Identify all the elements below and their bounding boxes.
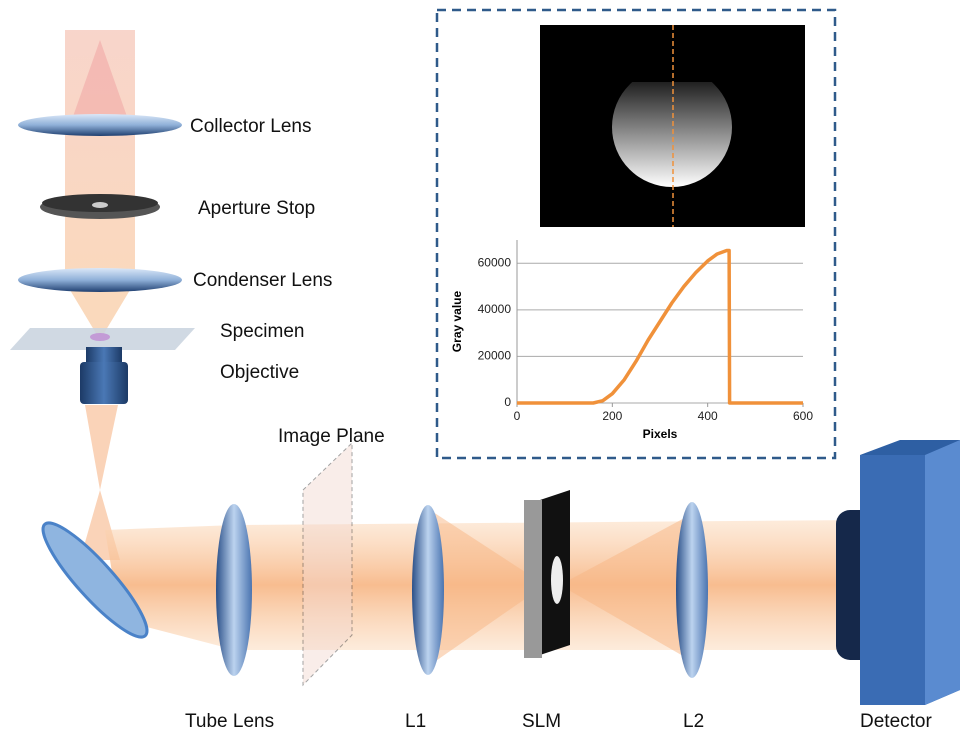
label: L1 [405,711,426,732]
x-axis-label: Pixels [643,427,678,441]
y-tick-label: 0 [504,395,511,409]
y-tick-label: 40000 [478,302,512,316]
label: Condenser Lens [193,270,332,291]
label: Tube Lens [185,711,274,732]
y-axis-label: Gray value [450,290,464,352]
x-tick-label: 0 [514,409,521,423]
diagram: Collector Lens Aperture Stop Condenser L… [0,0,965,734]
label: Specimen [220,321,305,342]
label: Collector Lens [190,116,311,137]
x-tick-label: 200 [602,409,622,423]
label: L2 [683,711,704,732]
label: Aperture Stop [198,198,315,219]
label: SLM [522,711,561,732]
y-tick-label: 60000 [478,255,512,269]
label: Image Plane [278,426,385,447]
slm-image [540,25,805,227]
label: Objective [220,362,299,383]
x-tick-label: 600 [793,409,813,423]
label: Detector [860,711,932,732]
y-tick-label: 20000 [478,349,512,363]
x-tick-label: 400 [698,409,718,423]
